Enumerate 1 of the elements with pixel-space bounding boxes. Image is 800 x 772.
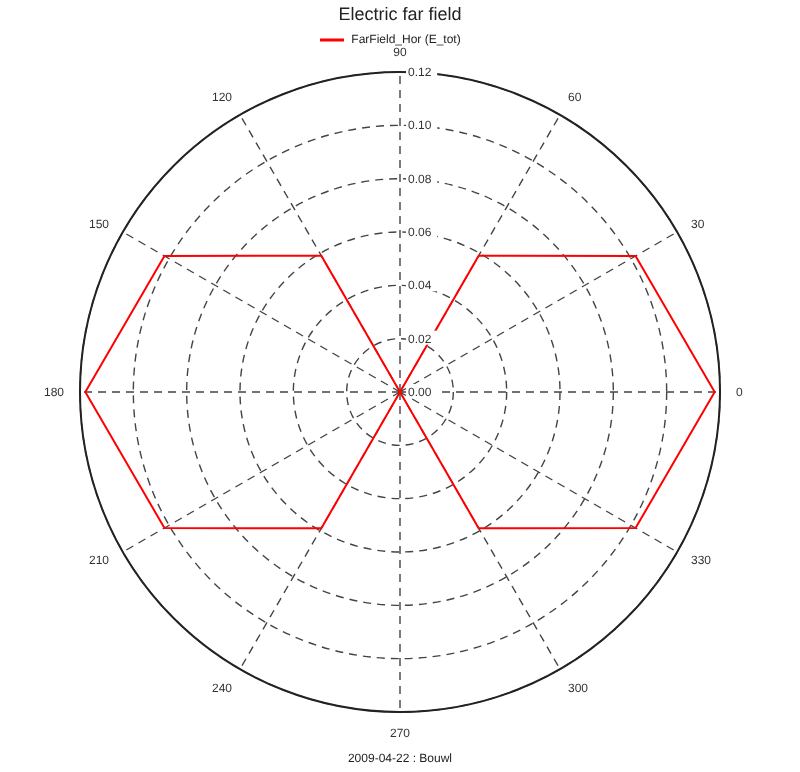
chart-title: Electric far field: [336, 4, 464, 24]
